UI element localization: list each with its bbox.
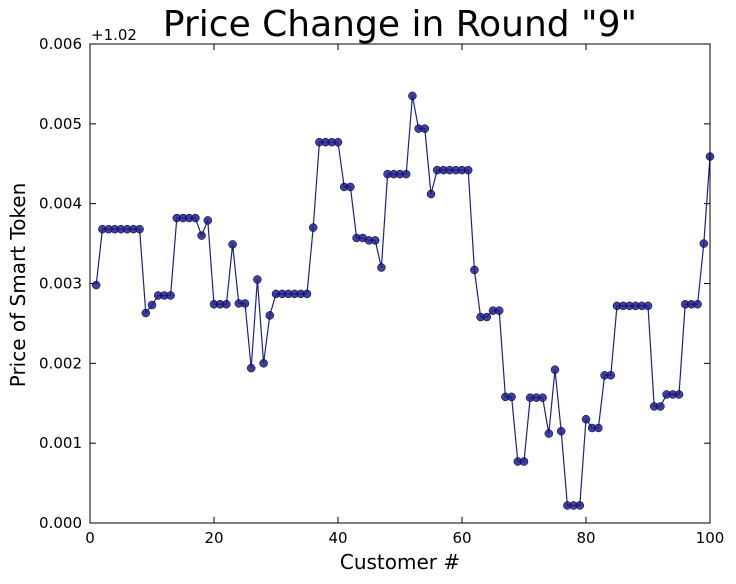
data-point [606,371,616,380]
data-point [656,402,665,411]
data-point [544,429,554,438]
data-point [556,426,566,436]
data-point [482,312,492,322]
data-point [550,365,560,374]
tick-labels: 0 20 40 60 80 100 0.000 0.001 0.002 0.003 0.004 0.0… [39,35,724,547]
x-axis-label: Customer # [340,550,460,574]
y-tick-label: 0.003 [39,275,82,293]
data-series [91,91,715,510]
data-point [222,300,231,309]
data-point [91,280,101,290]
data-point [191,213,200,223]
x-tick-label: 60 [452,529,471,547]
data-point [575,501,585,510]
data-point [370,236,380,245]
y-tick-label: 0.006 [39,35,82,53]
data-point [470,265,479,275]
data-point [643,301,653,311]
data-point [519,457,529,466]
data-point [699,239,709,248]
data-point [693,300,702,309]
data-point [377,263,386,272]
data-point [581,414,591,424]
data-point [401,169,411,179]
data-point [197,231,206,240]
plot-area-frame [89,43,711,524]
data-point [302,289,312,299]
x-tick-label: 40 [328,529,347,547]
data-point [308,223,318,232]
data-point [674,390,684,399]
y-tick-label: 0.004 [39,195,82,213]
data-point [240,299,250,308]
x-tick-label: 80 [576,529,595,547]
data-point [203,216,213,225]
data-point [147,300,157,310]
data-point [259,359,268,368]
data-point [141,308,151,318]
data-point [420,124,430,133]
x-tick-label: 20 [204,529,223,547]
y-tick-label: 0.005 [39,115,82,133]
data-point [594,423,603,433]
data-point [253,275,262,284]
data-point [265,311,275,320]
data-point [228,240,237,249]
x-tick-label: 0 [85,529,95,547]
data-point [538,393,547,402]
data-point [494,306,504,315]
y-tick-label: 0.002 [39,354,82,372]
y-tick-label: 0.000 [39,514,82,532]
x-tick-label: 100 [696,529,725,547]
data-point [507,392,516,402]
data-point [246,363,256,373]
data-point [408,91,417,101]
data-point [463,165,473,175]
y-tick-label: 0.001 [39,434,82,452]
y-axis-offset-label: +1.02 [91,26,137,44]
data-point [135,224,144,234]
chart-title: Price Change in Round "9" [163,4,637,45]
data-point [166,291,175,300]
y-axis-label: Price of Smart Token [6,183,30,388]
data-point [426,189,436,199]
data-point [333,137,343,147]
data-point [346,182,355,192]
